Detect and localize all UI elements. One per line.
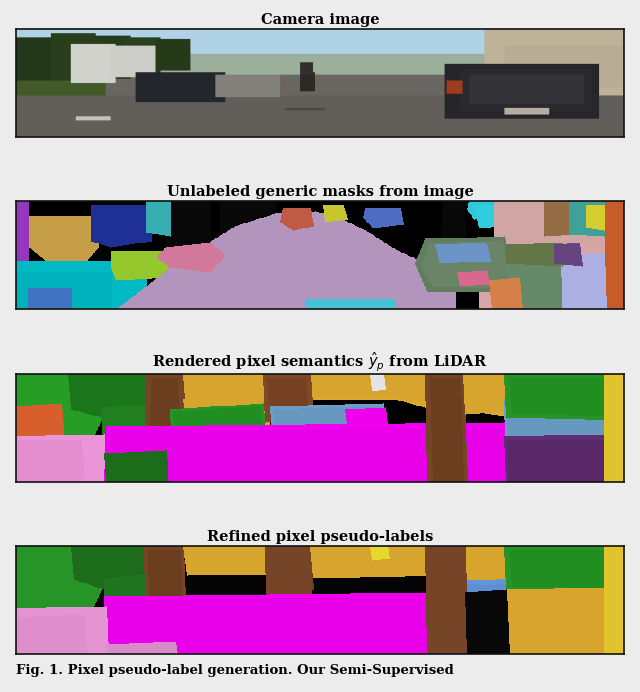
Text: Fig. 1. Pixel pseudo-label generation. Our Semi-Supervised: Fig. 1. Pixel pseudo-label generation. O…: [16, 664, 454, 677]
Title: Rendered pixel semantics $\hat{y}_p$ from LiDAR: Rendered pixel semantics $\hat{y}_p$ fro…: [152, 350, 488, 374]
Title: Unlabeled generic masks from image: Unlabeled generic masks from image: [166, 185, 474, 199]
Title: Camera image: Camera image: [260, 12, 380, 26]
Title: Refined pixel pseudo-labels: Refined pixel pseudo-labels: [207, 529, 433, 544]
